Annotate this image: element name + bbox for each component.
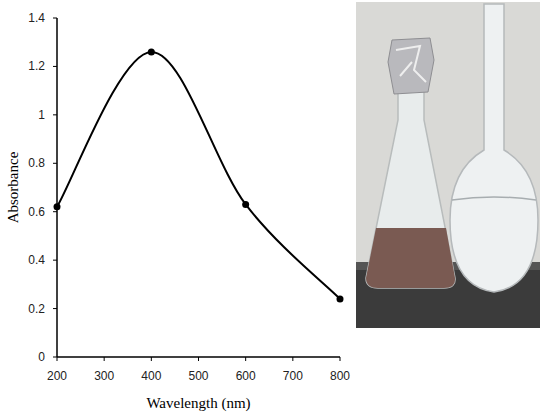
x-tick-label: 600 (236, 369, 256, 383)
y-tick-label: 0.4 (28, 253, 45, 267)
y-tick (53, 163, 57, 164)
plot-group (54, 48, 344, 302)
x-tick-label: 300 (94, 369, 114, 383)
y-tick (53, 357, 57, 358)
x-tick (151, 357, 152, 361)
y-tick (53, 114, 57, 115)
data-point (337, 295, 344, 302)
y-tick (53, 260, 57, 261)
y-axis-title: Absorbance (5, 151, 21, 223)
y-tick-label: 1 (38, 108, 45, 122)
flask-right (450, 4, 538, 292)
x-tick-label: 200 (47, 369, 67, 383)
y-tick-label: 0.6 (28, 205, 45, 219)
y-tick (53, 308, 57, 309)
data-point (242, 201, 249, 208)
photo-background (356, 2, 540, 328)
y-tick (53, 211, 57, 212)
y-tick-label: 0 (38, 350, 45, 364)
y-tick-label: 1.4 (28, 11, 45, 25)
data-point (54, 203, 61, 210)
x-tick-label: 400 (141, 369, 161, 383)
brown-solution (366, 228, 455, 288)
x-tick-label: 500 (188, 369, 208, 383)
flask-left (366, 60, 455, 288)
y-tick-label: 1.2 (28, 59, 45, 73)
data-point (148, 48, 155, 55)
y-tick-label: 0.2 (28, 302, 45, 316)
y-tick (53, 18, 57, 19)
foil-highlight (396, 46, 426, 82)
y-tick-label: 0.8 (28, 156, 45, 170)
y-tick (53, 66, 57, 67)
foil-cap (388, 38, 434, 94)
x-tick (57, 357, 58, 361)
x-tick (198, 357, 199, 361)
x-tick (245, 357, 246, 361)
x-tick-label: 700 (283, 369, 303, 383)
x-tick (292, 357, 293, 361)
meniscus (452, 197, 536, 200)
data-line (57, 52, 340, 299)
x-axis-title: Wavelength (nm) (146, 395, 250, 412)
y-axis-line (56, 18, 58, 357)
x-tick (340, 357, 341, 361)
x-tick (104, 357, 105, 361)
x-tick-label: 800 (330, 369, 350, 383)
photo (356, 2, 540, 328)
chart-canvas: 0 0.2 0.4 0.6 0.8 1 1.2 1.4 200 300 400 500 600 700 80… (0, 0, 542, 416)
